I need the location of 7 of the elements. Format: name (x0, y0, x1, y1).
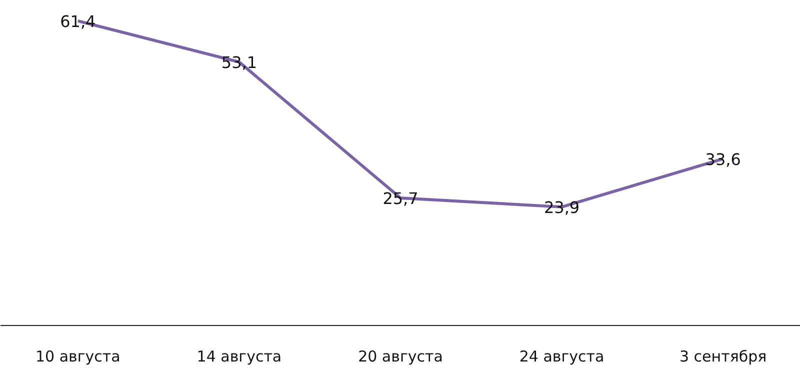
x-tick-label: 20 августа (358, 348, 443, 366)
x-tick-label: 10 августа (36, 348, 120, 366)
data-label: 61,4 (60, 12, 96, 31)
data-label: 33,6 (705, 150, 741, 169)
x-tick-label: 24 августа (519, 348, 604, 366)
x-tick-label: 14 августа (196, 348, 282, 366)
x-tick-label: 3 сентября (680, 348, 767, 366)
